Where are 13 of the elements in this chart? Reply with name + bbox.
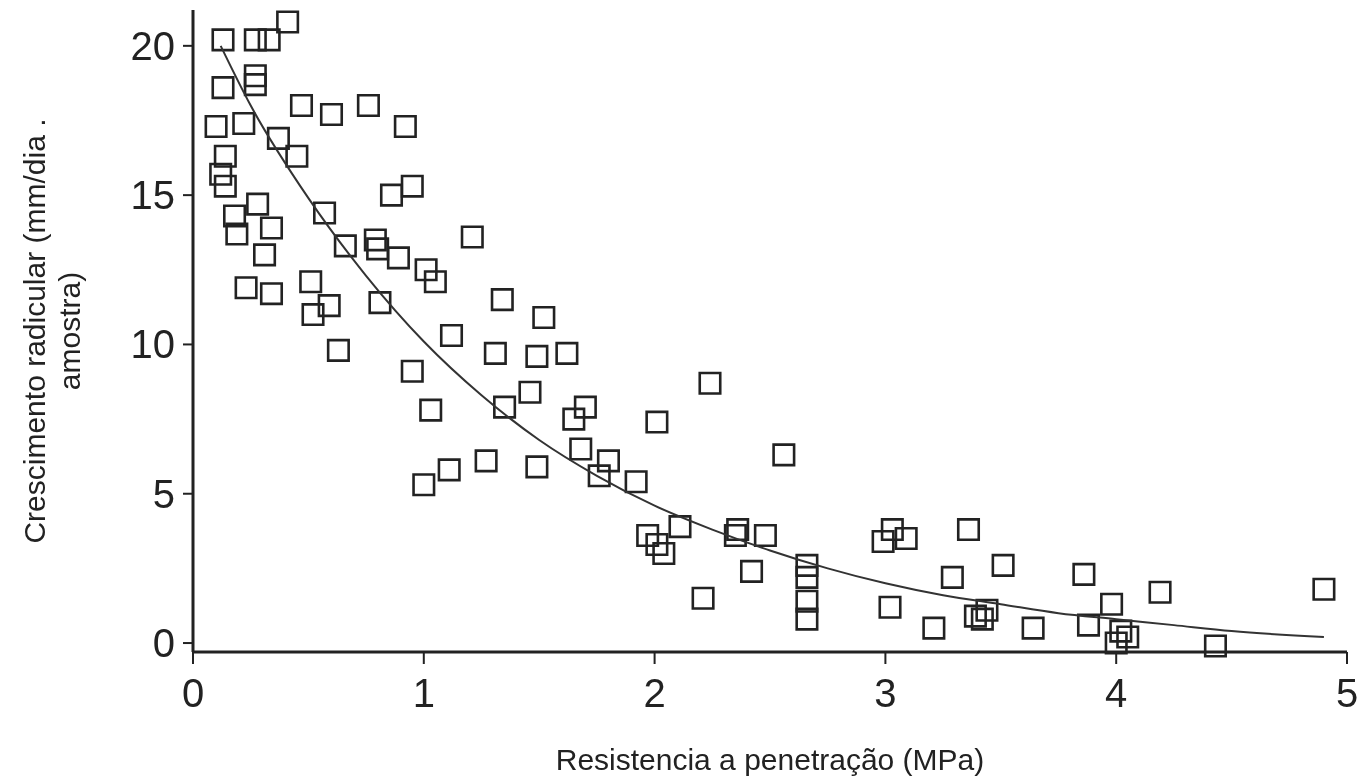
y-axis-title: Crescimento radicular (mm/dia . amostra) — [18, 118, 86, 544]
y-tick-label: 0 — [152, 621, 175, 666]
x-tick-label: 2 — [643, 671, 666, 715]
y-tick-label: 20 — [130, 23, 175, 68]
x-tick-label: 5 — [1335, 671, 1359, 715]
x-tick-label: 3 — [874, 671, 897, 715]
y-tick-label: 5 — [152, 471, 175, 516]
y-tick-label: 15 — [130, 173, 175, 218]
y-tick-label: 10 — [130, 322, 175, 367]
x-tick-label: 1 — [412, 671, 435, 715]
x-axis-title: Resistencia a penetração (MPa) — [555, 743, 985, 776]
x-tick-label: 4 — [1105, 671, 1128, 715]
x-tick-label: 0 — [181, 671, 205, 715]
